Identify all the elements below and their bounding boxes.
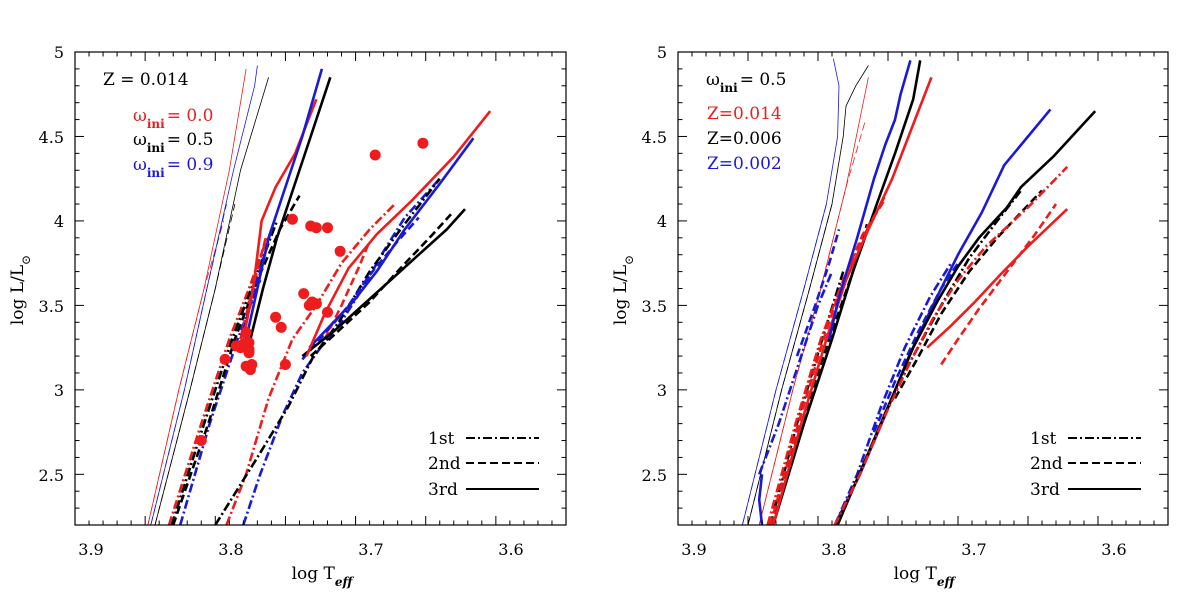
right-xtick-3.8: 3.8 [821, 540, 846, 559]
left-legend: 1st 2nd 3rd [428, 429, 539, 500]
left-track-thin-blue-solid [150, 65, 258, 526]
right-z-0.006-label: Z=0.006 [707, 129, 782, 149]
right-legend-2nd: 2nd [1030, 454, 1063, 474]
left-star-point [195, 435, 207, 446]
right-track-thin-black-solid [747, 65, 869, 526]
left-axis-ticks [74, 51, 567, 526]
left-star-point [334, 245, 346, 257]
left-omega-0.5-label: ωini = 0.5 [133, 130, 213, 155]
left-xtick-3.7: 3.7 [358, 540, 383, 559]
left-track-right-red-dashdot [225, 203, 396, 526]
left-star-point [240, 326, 252, 338]
right-legend-1st: 1st [1030, 429, 1057, 449]
right-track-left-red-solid [771, 76, 933, 526]
right-track-right-red-dashdot [833, 165, 1069, 526]
left-legend-1st: 1st [428, 429, 455, 449]
left-track-left-blue-solid [244, 68, 324, 340]
right-y-axis-label: log L/L⊙ [611, 255, 636, 325]
right-track-curves [742, 58, 1097, 526]
left-ytick-3: 3 [54, 381, 64, 400]
left-legend-2nd: 2nd [428, 454, 461, 474]
left-xtick-3.6: 3.6 [498, 540, 523, 559]
right-ytick-2.5: 2.5 [642, 466, 667, 485]
right-track-right-red-dash [940, 203, 1058, 366]
left-ytick-4: 4 [54, 212, 64, 231]
right-ytick-3.5: 3.5 [642, 297, 667, 316]
right-legend: 1st 2nd 3rd [1030, 429, 1141, 500]
left-star-point [219, 353, 231, 365]
left-star-point [322, 306, 333, 318]
left-track-left-black-solid [249, 76, 332, 340]
right-omega-label: ωini = 0.5 [706, 70, 786, 95]
left-star-point [275, 321, 287, 333]
left-star-point [270, 311, 282, 323]
right-track-left-blue-solid [827, 60, 912, 340]
left-ytick-4.5: 4.5 [39, 128, 64, 147]
left-xtick-3.8: 3.8 [218, 540, 243, 559]
left-star-point [417, 137, 429, 149]
right-axis-ticks [677, 51, 1169, 526]
right-ytick-3: 3 [657, 381, 667, 400]
right-track-right-blue-dashdot [833, 262, 953, 526]
left-omega-0.9-label: ωini = 0.9 [133, 155, 213, 180]
right-xtick-3.9: 3.9 [681, 540, 706, 559]
right-x-axis-label: log Teff [894, 564, 957, 589]
left-x-axis-label: log Teff [292, 564, 355, 589]
left-star-point [322, 222, 333, 234]
left-ytick-5: 5 [54, 43, 64, 62]
left-track-thin-black-solid [154, 77, 269, 526]
left-track-right-blue-dashdot [242, 177, 441, 526]
right-z-0.002-label: Z=0.002 [707, 154, 782, 174]
left-track-left-red-dashdot [167, 237, 269, 526]
left-track-right-blue-solid [308, 137, 475, 349]
left-star-point [286, 213, 298, 225]
right-ytick-4: 4 [657, 212, 667, 231]
left-star-point [243, 337, 255, 349]
left-ytick-2.5: 2.5 [39, 466, 64, 485]
right-track-right-black-dash [893, 189, 1043, 399]
right-track-left-red-dash [769, 198, 887, 526]
right-track-left-blue-dash [795, 229, 841, 357]
right-xtick-3.7: 3.7 [961, 540, 986, 559]
right-ytick-5: 5 [657, 43, 667, 62]
right-track-right-blue-solid [833, 108, 1052, 526]
left-legend-3rd: 3rd [428, 480, 458, 500]
right-track-left-blue-spike [757, 474, 764, 526]
left-track-thin-red-dash [147, 220, 225, 526]
left-y-axis-label: log L/L⊙ [8, 255, 33, 325]
left-ytick-3.5: 3.5 [39, 297, 64, 316]
left-track-right-black-solid [301, 208, 466, 358]
right-track-thin-blue-solid [742, 58, 840, 526]
left-star-point [298, 288, 310, 300]
right-legend-3rd: 3rd [1030, 480, 1060, 500]
left-star-point [279, 359, 291, 370]
right-panel: 3.9 3.8 3.7 3.6 2.5 3 3.5 4 4.5 5 log Te… [611, 43, 1169, 589]
right-track-thin-red-solid [758, 77, 869, 526]
left-star-point [310, 298, 322, 310]
right-track-left-black-solid [771, 60, 922, 526]
right-ytick-4.5: 4.5 [642, 128, 667, 147]
left-panel: 3.9 3.8 3.7 3.6 2.5 3 3.5 4 4.5 5 log Te… [8, 43, 567, 589]
left-track-left-black-dash [171, 194, 301, 526]
right-xtick-3.6: 3.6 [1101, 540, 1126, 559]
left-track-thin-red-solid [147, 68, 247, 526]
left-metallicity-label: Z = 0.014 [103, 70, 189, 90]
left-track-right-blue-dash [301, 216, 420, 361]
right-track-left-blue-dashdot [757, 271, 834, 475]
left-observed-stars [195, 137, 429, 446]
right-track-right-red-solid [926, 208, 1069, 349]
left-star-point [369, 149, 381, 161]
left-star-point [310, 222, 322, 234]
left-omega-0.0-label: ωini = 0.0 [133, 106, 213, 131]
left-xtick-3.9: 3.9 [78, 540, 103, 559]
right-z-0.014-label: Z=0.014 [707, 104, 782, 124]
left-star-point [244, 364, 256, 376]
